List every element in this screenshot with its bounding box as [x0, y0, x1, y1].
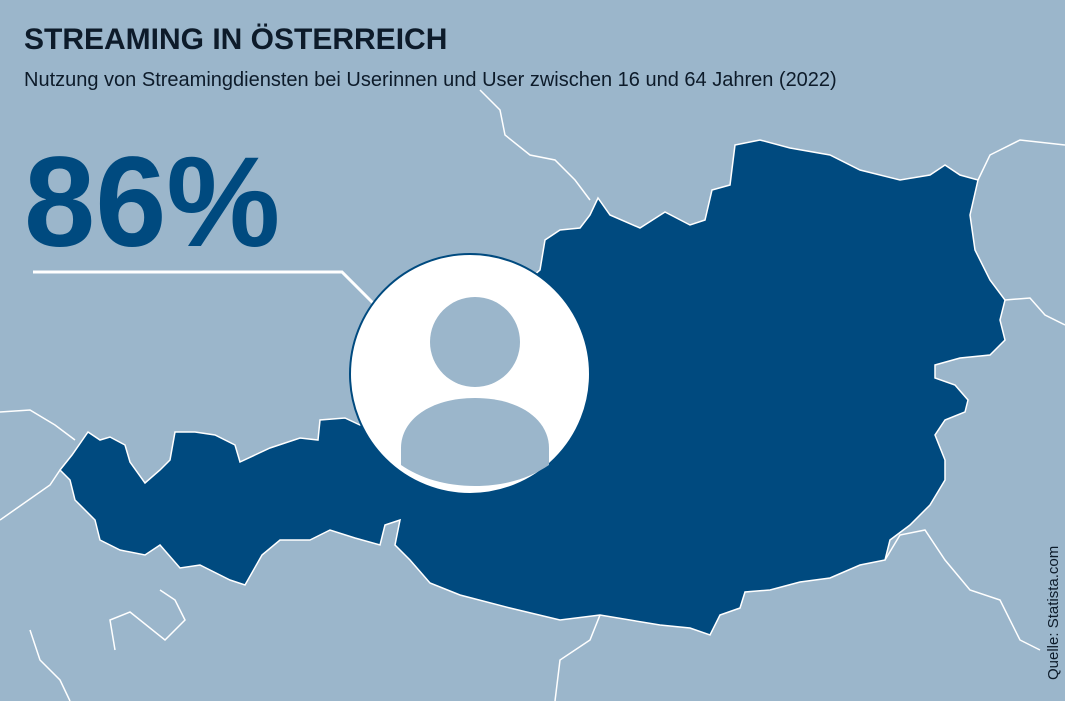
- title: STREAMING IN ÖSTERREICH: [24, 23, 447, 56]
- stat-value: 86%: [24, 131, 280, 274]
- user-icon: [349, 253, 591, 495]
- neighbor-borders: [0, 89, 1065, 701]
- subtitle: Nutzung von Streamingdiensten bei Userin…: [24, 69, 837, 91]
- pointer-line: [33, 270, 378, 308]
- source: Quelle: Statista.com: [1045, 546, 1062, 680]
